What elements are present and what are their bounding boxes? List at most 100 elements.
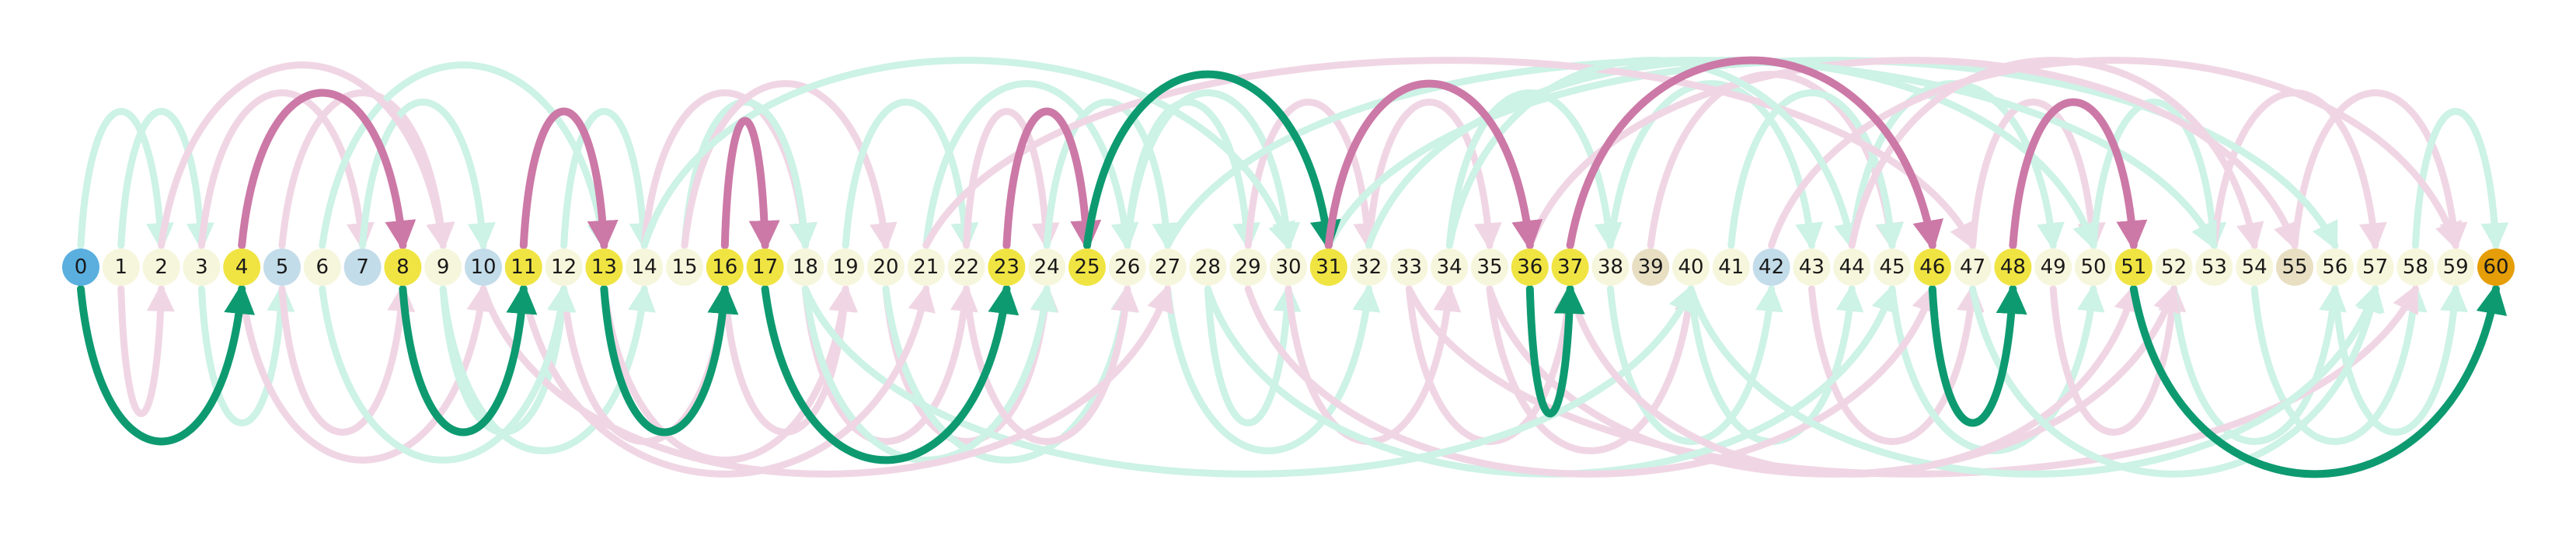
node-7: 7 bbox=[343, 249, 382, 286]
faint-jump-arrow-1-2 bbox=[117, 283, 175, 418]
node-58: 58 bbox=[2396, 249, 2435, 286]
node-57: 57 bbox=[2356, 249, 2394, 286]
node-label: 44 bbox=[1839, 256, 1865, 279]
faint-jump-arrow-38-42 bbox=[1606, 283, 1783, 445]
node-16: 16 bbox=[706, 249, 744, 286]
node-circle bbox=[1309, 249, 1347, 286]
node-33: 33 bbox=[1390, 249, 1428, 286]
node-circle bbox=[2075, 249, 2112, 286]
node-56: 56 bbox=[2316, 249, 2354, 286]
node-label: 15 bbox=[671, 256, 697, 279]
node-label: 0 bbox=[75, 256, 88, 279]
faint-jump-arrow-0-2 bbox=[77, 108, 175, 252]
faint-jump-arrow-55-59 bbox=[2291, 89, 2468, 252]
node-label: 33 bbox=[1396, 256, 1422, 279]
node-circle bbox=[626, 249, 664, 286]
node-circle bbox=[142, 249, 180, 286]
node-circle bbox=[2114, 249, 2152, 286]
node-circle bbox=[947, 249, 985, 286]
node-circle bbox=[1471, 249, 1508, 286]
node-circle bbox=[867, 249, 905, 286]
node-label: 11 bbox=[511, 256, 536, 279]
node-22: 22 bbox=[947, 249, 985, 286]
faint-jump-arrow-10-27 bbox=[479, 283, 1174, 478]
faint-jump-arrow-18-24 bbox=[801, 283, 1058, 464]
node-50: 50 bbox=[2075, 249, 2112, 286]
node-label: 26 bbox=[1114, 256, 1140, 279]
path-jump-arrow-0-4 bbox=[77, 283, 256, 446]
node-label: 4 bbox=[235, 256, 249, 279]
path-jump-arrow-51-60 bbox=[2129, 283, 2508, 478]
faint-jump-arrow-3-5 bbox=[197, 283, 295, 426]
node-label: 6 bbox=[316, 256, 329, 279]
node-9: 9 bbox=[424, 249, 462, 286]
node-10: 10 bbox=[465, 249, 502, 286]
node-label: 5 bbox=[276, 256, 289, 279]
node-36: 36 bbox=[1511, 249, 1549, 286]
faint-jump-arrow-47-57 bbox=[1969, 283, 2385, 478]
faint-jump-arrow-11-21 bbox=[520, 283, 936, 478]
node-label: 16 bbox=[712, 256, 737, 279]
path-jump-arrow-25-31 bbox=[1083, 70, 1341, 252]
path-jump-arrow-36-37 bbox=[1525, 283, 1585, 418]
node-18: 18 bbox=[786, 249, 824, 286]
node-circle bbox=[2316, 249, 2354, 286]
node-label: 9 bbox=[437, 256, 450, 279]
path-jump-arrow-23-25 bbox=[1002, 107, 1102, 252]
node-15: 15 bbox=[666, 249, 703, 286]
node-46: 46 bbox=[1913, 249, 1951, 286]
node-38: 38 bbox=[1591, 249, 1630, 286]
node-44: 44 bbox=[1833, 249, 1871, 286]
node-59: 59 bbox=[2437, 249, 2475, 286]
faint-jump-arrow-20-26 bbox=[882, 283, 1139, 464]
node-60: 60 bbox=[2477, 249, 2515, 286]
path-jump-arrow-13-16 bbox=[600, 283, 739, 436]
node-label: 19 bbox=[833, 256, 859, 279]
node-label: 34 bbox=[1437, 256, 1462, 279]
node-6: 6 bbox=[303, 249, 341, 286]
node-circle bbox=[2034, 249, 2072, 286]
node-1: 1 bbox=[102, 249, 140, 286]
faint-jump-arrow-24-27 bbox=[1043, 99, 1180, 252]
node-circle bbox=[1793, 249, 1831, 286]
node-40: 40 bbox=[1672, 249, 1710, 286]
path-jump-arrows bbox=[77, 56, 2508, 478]
node-circle bbox=[2155, 249, 2193, 286]
number-nodes: 0 1 2 3 4 5 6 7 8 9 10 11 12 13 14 15 16 17 18 19 20 21 22 23 24… bbox=[62, 249, 2515, 286]
node-label: 58 bbox=[2403, 256, 2428, 279]
node-circle bbox=[183, 249, 221, 286]
node-label: 17 bbox=[752, 256, 778, 279]
node-circle bbox=[1149, 249, 1187, 286]
node-label: 39 bbox=[1638, 256, 1664, 279]
node-circle bbox=[545, 249, 583, 286]
node-label: 51 bbox=[2121, 256, 2146, 279]
node-32: 32 bbox=[1350, 249, 1388, 286]
path-jump-arrow-4-8 bbox=[238, 89, 417, 252]
node-55: 55 bbox=[2276, 249, 2313, 286]
node-17: 17 bbox=[746, 249, 784, 286]
node-label: 42 bbox=[1759, 256, 1784, 279]
node-label: 54 bbox=[2242, 256, 2268, 279]
node-circle bbox=[666, 249, 703, 286]
node-label: 35 bbox=[1476, 256, 1502, 279]
node-label: 40 bbox=[1678, 256, 1703, 279]
node-label: 37 bbox=[1557, 256, 1583, 279]
faint-jump-arrow-26-29 bbox=[1124, 99, 1260, 252]
path-jump-arrow-48-51 bbox=[2009, 98, 2148, 252]
node-34: 34 bbox=[1431, 249, 1469, 286]
faint-jump-arrow-43-47 bbox=[1807, 283, 1985, 445]
node-35: 35 bbox=[1471, 249, 1508, 286]
faint-jump-arrow-7-10 bbox=[359, 99, 496, 252]
node-label: 2 bbox=[155, 256, 168, 279]
node-42: 42 bbox=[1752, 249, 1790, 286]
node-label: 52 bbox=[2161, 256, 2187, 279]
path-jump-arrow-37-46 bbox=[1566, 56, 1943, 252]
node-2: 2 bbox=[142, 249, 180, 286]
node-label: 46 bbox=[1919, 256, 1945, 279]
faint-jump-arrow-47-50 bbox=[1969, 99, 2106, 252]
faint-jump-arrow-22-26 bbox=[963, 283, 1139, 445]
node-54: 54 bbox=[2236, 249, 2274, 286]
node-11: 11 bbox=[504, 249, 542, 286]
faint-jump-arrow-15-20 bbox=[681, 80, 898, 252]
